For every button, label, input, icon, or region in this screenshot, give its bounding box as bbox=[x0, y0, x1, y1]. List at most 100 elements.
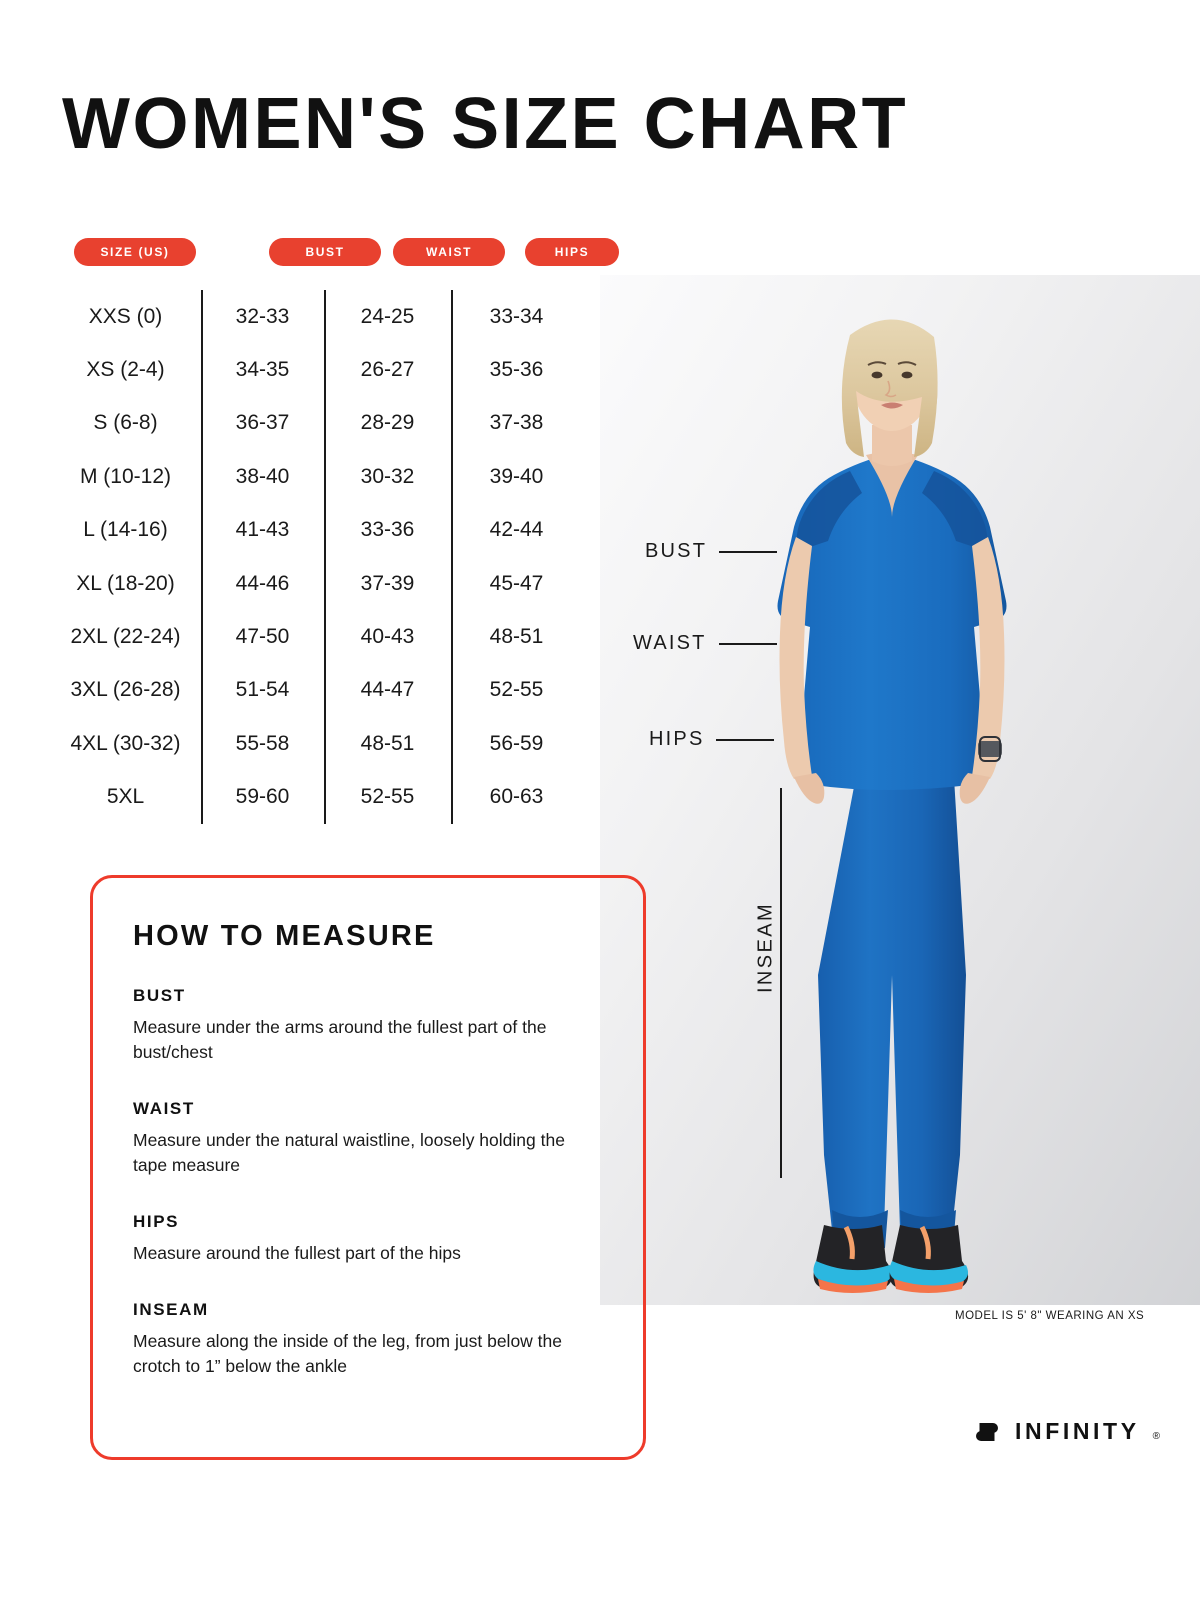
table-header-row: SIZE (US) BUST WAIST HIPS bbox=[62, 238, 619, 272]
cell-waist: 44-47 bbox=[360, 678, 415, 702]
neck bbox=[872, 425, 912, 466]
cell-hips: 37-38 bbox=[489, 411, 544, 435]
cell-size: 2XL (22-24) bbox=[70, 625, 181, 649]
measure-term: HIPS bbox=[133, 1212, 180, 1231]
head bbox=[841, 319, 938, 457]
table-row: 3XL (26-28) 51-54 44-47 52-55 bbox=[62, 664, 582, 717]
cell-hips: 60-63 bbox=[489, 785, 544, 809]
infinity-mark-icon bbox=[976, 1422, 998, 1441]
callout-hips-label: HIPS bbox=[649, 728, 705, 750]
measure-block-bust: BUST Measure under the arms around the f… bbox=[133, 986, 603, 1065]
model-photo-panel bbox=[600, 275, 1200, 1305]
cell-hips: 45-47 bbox=[489, 571, 544, 595]
size-table: SIZE (US) BUST WAIST HIPS XXS (0) 32-33 … bbox=[62, 238, 619, 824]
column-divider-icon bbox=[451, 290, 453, 824]
cell-bust: 55-58 bbox=[235, 731, 290, 755]
cell-hips: 42-44 bbox=[489, 518, 544, 542]
measure-desc: Measure under the arms around the fulles… bbox=[133, 1017, 547, 1062]
model-illustration bbox=[600, 275, 1200, 1305]
measure-block-hips: HIPS Measure around the fullest part of … bbox=[133, 1212, 603, 1266]
cell-size: S (6-8) bbox=[93, 411, 158, 435]
arms bbox=[779, 537, 1005, 804]
cell-bust: 36-37 bbox=[235, 411, 290, 435]
cell-hips: 48-51 bbox=[489, 625, 544, 649]
callout-waist-label: WAIST bbox=[633, 632, 707, 654]
brand-logo: INFINITY ® bbox=[972, 1418, 1160, 1445]
callout-waist: WAIST bbox=[633, 632, 777, 655]
table-row: XS (2-4) 34-35 26-27 35-36 bbox=[62, 343, 582, 396]
callout-line-icon bbox=[719, 550, 778, 553]
cell-bust: 32-33 bbox=[235, 304, 290, 328]
cell-bust: 47-50 bbox=[235, 625, 290, 649]
column-header-hips: HIPS bbox=[525, 238, 619, 266]
sneakers bbox=[813, 1225, 969, 1293]
table-row: 5XL 59-60 52-55 60-63 bbox=[62, 771, 582, 824]
table-row: L (14-16) 41-43 33-36 42-44 bbox=[62, 504, 582, 557]
column-divider-icon bbox=[201, 290, 203, 824]
cell-size: XXS (0) bbox=[88, 304, 163, 328]
cell-size: M (10-12) bbox=[79, 464, 172, 488]
brand-logo-text: INFINITY bbox=[1015, 1418, 1140, 1444]
table-row: XXS (0) 32-33 24-25 33-34 bbox=[62, 290, 582, 343]
cell-waist: 28-29 bbox=[360, 411, 415, 435]
cell-hips: 39-40 bbox=[489, 464, 544, 488]
cell-waist: 48-51 bbox=[360, 731, 415, 755]
callout-inseam-label: INSEAM bbox=[754, 901, 777, 994]
measure-desc: Measure around the fullest part of the h… bbox=[133, 1243, 461, 1263]
watch bbox=[978, 741, 1002, 757]
measure-term: WAIST bbox=[133, 1099, 195, 1118]
cell-bust: 38-40 bbox=[235, 464, 290, 488]
cell-hips: 35-36 bbox=[489, 358, 544, 382]
cell-bust: 51-54 bbox=[235, 678, 290, 702]
registered-mark-icon: ® bbox=[1152, 1431, 1161, 1442]
cell-size: 3XL (26-28) bbox=[70, 678, 181, 702]
scrub-top bbox=[777, 452, 1007, 790]
page-title: WOMEN'S SIZE CHART bbox=[62, 84, 909, 164]
cell-size: XS (2-4) bbox=[86, 358, 165, 382]
callout-line-icon bbox=[716, 738, 775, 741]
column-header-waist: WAIST bbox=[393, 238, 505, 266]
how-to-measure-title: HOW TO MEASURE bbox=[133, 920, 436, 952]
measure-term: INSEAM bbox=[133, 1300, 209, 1319]
cell-size: XL (18-20) bbox=[76, 571, 175, 595]
measure-term: BUST bbox=[133, 986, 186, 1005]
inseam-line-icon bbox=[780, 788, 782, 1178]
measure-block-inseam: INSEAM Measure along the inside of the l… bbox=[133, 1300, 603, 1379]
cell-hips: 33-34 bbox=[489, 304, 544, 328]
column-header-size: SIZE (US) bbox=[74, 238, 196, 266]
cell-waist: 33-36 bbox=[360, 518, 415, 542]
column-header-bust: BUST bbox=[269, 238, 381, 266]
cell-waist: 26-27 bbox=[360, 358, 415, 382]
callout-line-icon bbox=[718, 642, 777, 645]
cell-waist: 37-39 bbox=[360, 571, 415, 595]
measure-desc: Measure along the inside of the leg, fro… bbox=[133, 1331, 562, 1376]
cell-waist: 52-55 bbox=[360, 785, 415, 809]
how-to-measure-box: HOW TO MEASURE BUST Measure under the ar… bbox=[90, 875, 646, 1460]
table-row: M (10-12) 38-40 30-32 39-40 bbox=[62, 450, 582, 503]
model-caption: MODEL IS 5' 8" WEARING AN XS bbox=[955, 1310, 1145, 1322]
callout-hips: HIPS bbox=[649, 728, 775, 751]
column-divider-icon bbox=[324, 290, 326, 824]
cell-hips: 56-59 bbox=[489, 731, 544, 755]
measure-desc: Measure under the natural waistline, loo… bbox=[133, 1130, 565, 1175]
cell-bust: 44-46 bbox=[235, 571, 290, 595]
measure-block-waist: WAIST Measure under the natural waistlin… bbox=[133, 1099, 603, 1178]
table-row: 2XL (22-24) 47-50 40-43 48-51 bbox=[62, 610, 582, 663]
callout-bust-label: BUST bbox=[645, 540, 708, 562]
cell-hips: 52-55 bbox=[489, 678, 544, 702]
cell-waist: 40-43 bbox=[360, 625, 415, 649]
cell-bust: 34-35 bbox=[235, 358, 290, 382]
cell-waist: 30-32 bbox=[360, 464, 415, 488]
cell-size: 5XL bbox=[106, 785, 145, 809]
cell-size: L (14-16) bbox=[83, 518, 168, 542]
callout-bust: BUST bbox=[645, 540, 778, 563]
table-row: XL (18-20) 44-46 37-39 45-47 bbox=[62, 557, 582, 610]
table-row: S (6-8) 36-37 28-29 37-38 bbox=[62, 397, 582, 450]
table-body: XXS (0) 32-33 24-25 33-34 XS (2-4) 34-35… bbox=[62, 290, 582, 824]
table-row: 4XL (30-32) 55-58 48-51 56-59 bbox=[62, 717, 582, 770]
cell-bust: 41-43 bbox=[235, 518, 290, 542]
cell-size: 4XL (30-32) bbox=[70, 731, 181, 755]
cell-bust: 59-60 bbox=[235, 785, 290, 809]
cell-waist: 24-25 bbox=[360, 304, 415, 328]
